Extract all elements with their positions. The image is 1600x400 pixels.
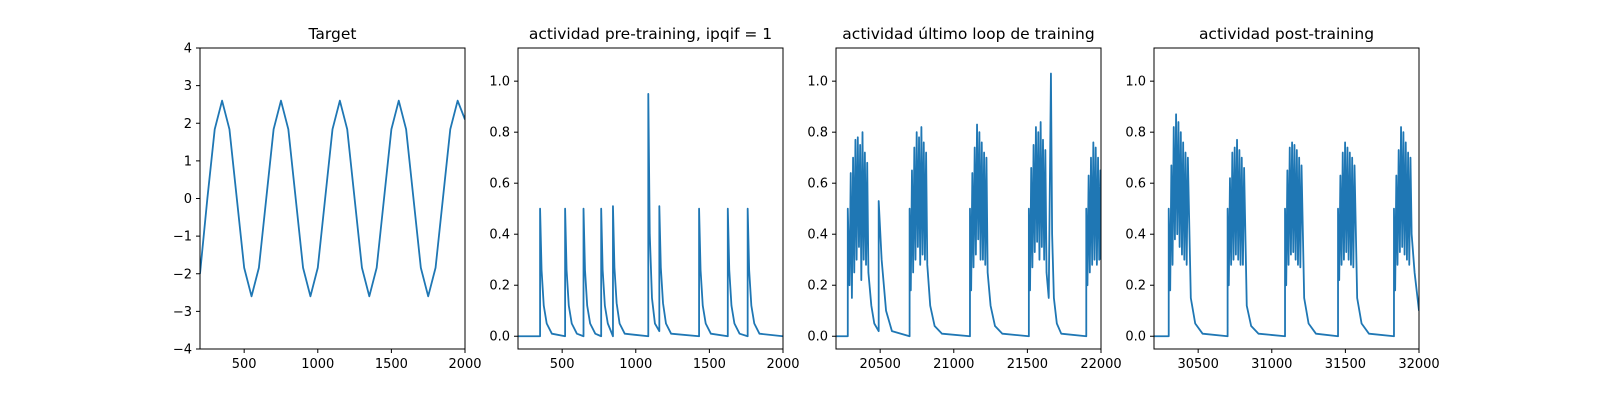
x-tick-label: 22000 <box>1080 357 1121 372</box>
y-tick-label: 0.6 <box>489 177 510 192</box>
chart-title: actividad último loop de training <box>842 25 1094 43</box>
y-tick-label: 3 <box>184 79 192 94</box>
y-tick-label: 0.0 <box>489 330 510 345</box>
chart-panel-1: 500 1000 1500 2000 −4 −3 −2 −1 0 1 2 3 4 Target <box>173 25 482 372</box>
y-tick-label: 0.6 <box>807 177 828 192</box>
chart-panel-4: 30500 31000 31500 32000 0.0 0.2 0.4 0.6 0.8 1.0 ac… <box>1125 25 1439 372</box>
y-tick-label: 0.6 <box>1125 177 1146 192</box>
series-line <box>200 99 465 298</box>
y-tick-label: −4 <box>173 343 192 358</box>
x-tick-label: 31000 <box>1251 357 1292 372</box>
y-tick-label: 0.8 <box>807 126 828 141</box>
chart-title: Target <box>308 25 357 43</box>
chart-panel-2: 500 1000 1500 2000 0.0 0.2 0.4 0.6 0.8 1.0 activid… <box>489 25 799 372</box>
x-tick-label: 1500 <box>693 357 726 372</box>
x-tick-label: 21500 <box>1007 357 1048 372</box>
y-tick-label: −2 <box>173 267 192 282</box>
x-tick-label: 20500 <box>859 357 900 372</box>
x-tick-label: 31500 <box>1325 357 1366 372</box>
series-line <box>836 72 1101 338</box>
x-tick-label: 1000 <box>619 357 652 372</box>
y-tick-label: 2 <box>184 117 192 132</box>
x-tick-label: 30500 <box>1177 357 1218 372</box>
x-tick-label: 500 <box>550 357 575 372</box>
series-line <box>1154 113 1419 338</box>
y-tick-label: 0.4 <box>1125 228 1146 243</box>
y-tick-label: 0.4 <box>489 228 510 243</box>
y-tick-label: 0.8 <box>489 126 510 141</box>
chart-title: actividad post-training <box>1199 25 1374 43</box>
axes-frame <box>835 47 1102 350</box>
y-tick-label: 0.2 <box>807 279 828 294</box>
series-line <box>518 93 783 338</box>
x-tick-label: 1000 <box>301 357 334 372</box>
y-tick-label: 0.8 <box>1125 126 1146 141</box>
y-tick-label: 1 <box>184 154 192 169</box>
x-tick-label: 2000 <box>448 357 481 372</box>
y-tick-label: 0.0 <box>1125 330 1146 345</box>
y-tick-label: 0 <box>184 192 192 207</box>
x-tick-label: 1500 <box>375 357 408 372</box>
y-tick-label: 4 <box>184 42 192 57</box>
axes-frame <box>1153 47 1420 350</box>
x-tick-label: 32000 <box>1398 357 1439 372</box>
y-tick-label: 1.0 <box>807 75 828 90</box>
x-tick-label: 21000 <box>933 357 974 372</box>
x-tick-label: 500 <box>232 357 257 372</box>
y-tick-label: 0.2 <box>489 279 510 294</box>
axes-frame <box>517 47 784 350</box>
x-tick-label: 2000 <box>766 357 799 372</box>
y-tick-label: −3 <box>173 305 192 320</box>
y-tick-label: 0.2 <box>1125 279 1146 294</box>
y-tick-label: 1.0 <box>1125 75 1146 90</box>
y-tick-label: −1 <box>173 230 192 245</box>
y-tick-label: 0.0 <box>807 330 828 345</box>
y-tick-label: 1.0 <box>489 75 510 90</box>
chart-panel-3: 20500 21000 21500 22000 0.0 0.2 0.4 0.6 0.8 1.0 ac… <box>807 25 1121 372</box>
chart-title: actividad pre-training, ipqif = 1 <box>529 25 772 43</box>
y-tick-label: 0.4 <box>807 228 828 243</box>
